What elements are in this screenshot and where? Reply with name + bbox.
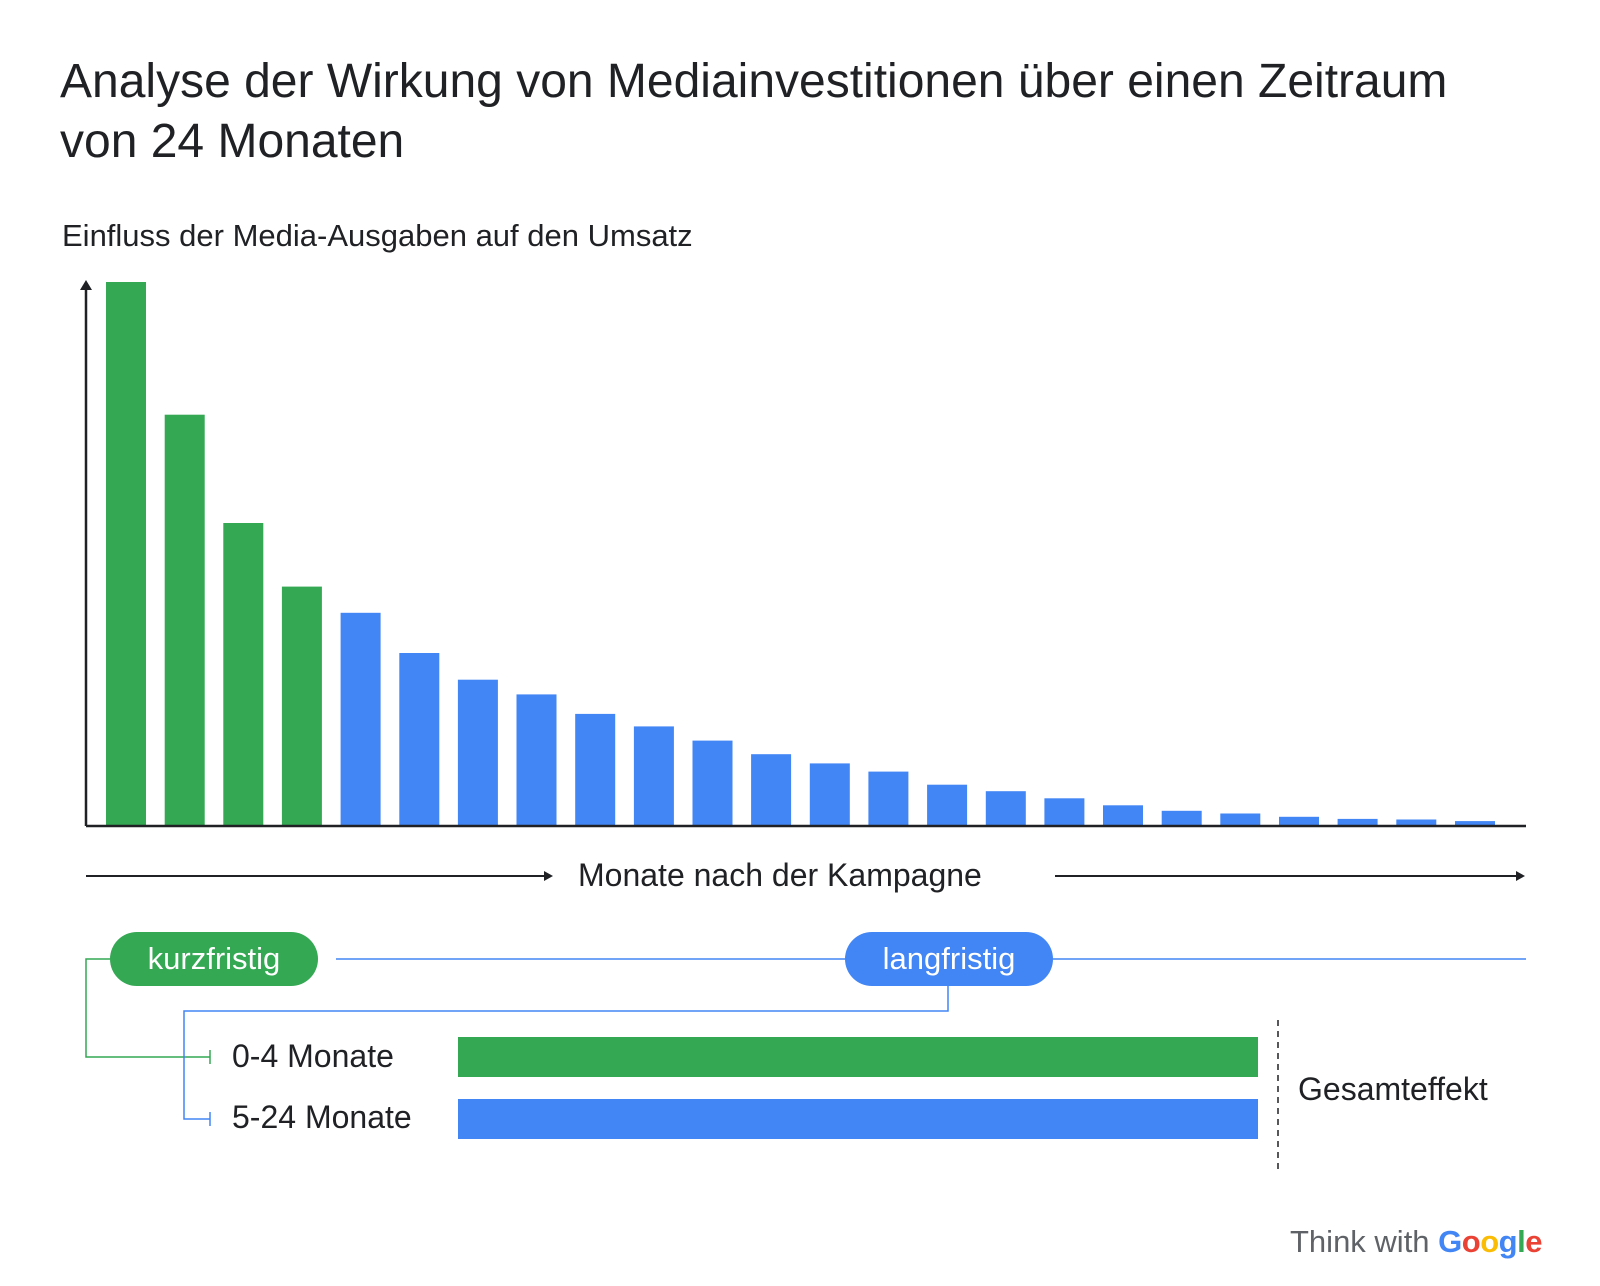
x-arrow-right-head <box>1516 871 1525 881</box>
short-term-badge: kurzfristig <box>110 932 318 986</box>
google-logo-letter: l <box>1517 1224 1526 1259</box>
legend-bar-long <box>458 1099 1258 1139</box>
bar-month-16 <box>985 791 1026 826</box>
google-logo-letter: o <box>1480 1224 1499 1259</box>
brand-prefix: Think with <box>1290 1224 1430 1259</box>
bar-month-5 <box>340 612 381 826</box>
bar-month-24 <box>1455 821 1495 826</box>
bar-month-15 <box>927 784 968 826</box>
bar-month-2 <box>164 414 205 826</box>
total-effect-label: Gesamteffekt <box>1298 1071 1488 1107</box>
bar-month-9 <box>575 713 616 826</box>
google-logo-letter: o <box>1461 1224 1481 1259</box>
brand-logo: Think with Google <box>1290 1224 1542 1260</box>
y-axis-arrowhead <box>80 280 92 290</box>
bar-month-4 <box>281 586 322 826</box>
bar-month-19 <box>1161 810 1202 826</box>
bar-month-7 <box>457 679 498 826</box>
legend-bars <box>458 1037 1258 1139</box>
google-logo-letter: G <box>1438 1224 1462 1259</box>
y-axis-label: Einfluss der Media-Ausgaben auf den Umsa… <box>62 218 693 253</box>
bar-month-8 <box>516 694 557 826</box>
bar-month-18 <box>1103 805 1143 826</box>
bar-month-21 <box>1279 816 1319 826</box>
bar-month-20 <box>1220 813 1261 826</box>
google-logo-letter: e <box>1525 1224 1542 1259</box>
legend-label-long: 5-24 Monate <box>232 1099 412 1135</box>
bar-month-10 <box>633 726 674 826</box>
legend-label-short: 0-4 Monate <box>232 1038 394 1074</box>
bar-group <box>106 282 1495 826</box>
chart-title: Analyse der Wirkung von Mediainvestition… <box>60 55 1448 168</box>
bar-month-1 <box>106 282 146 826</box>
axes <box>80 280 1526 881</box>
bar-month-12 <box>751 754 792 826</box>
x-axis-label: Monate nach der Kampagne <box>578 857 982 893</box>
google-logo: Google <box>1438 1224 1542 1259</box>
bar-month-13 <box>809 763 850 826</box>
bar-month-11 <box>692 740 733 826</box>
google-logo-letter: g <box>1498 1224 1518 1259</box>
bar-month-14 <box>868 771 909 826</box>
long-term-badge: langfristig <box>845 932 1053 986</box>
bar-month-3 <box>223 523 264 826</box>
connector-short <box>85 958 210 1058</box>
legend-bar-short <box>458 1037 1258 1077</box>
bar-month-22 <box>1337 818 1378 826</box>
connector-long <box>183 986 949 1120</box>
bar-month-17 <box>1044 798 1085 826</box>
x-arrow-left-head <box>544 871 553 881</box>
bar-month-6 <box>399 653 440 826</box>
legend-connectors <box>85 958 1526 1170</box>
bar-month-23 <box>1396 819 1437 826</box>
